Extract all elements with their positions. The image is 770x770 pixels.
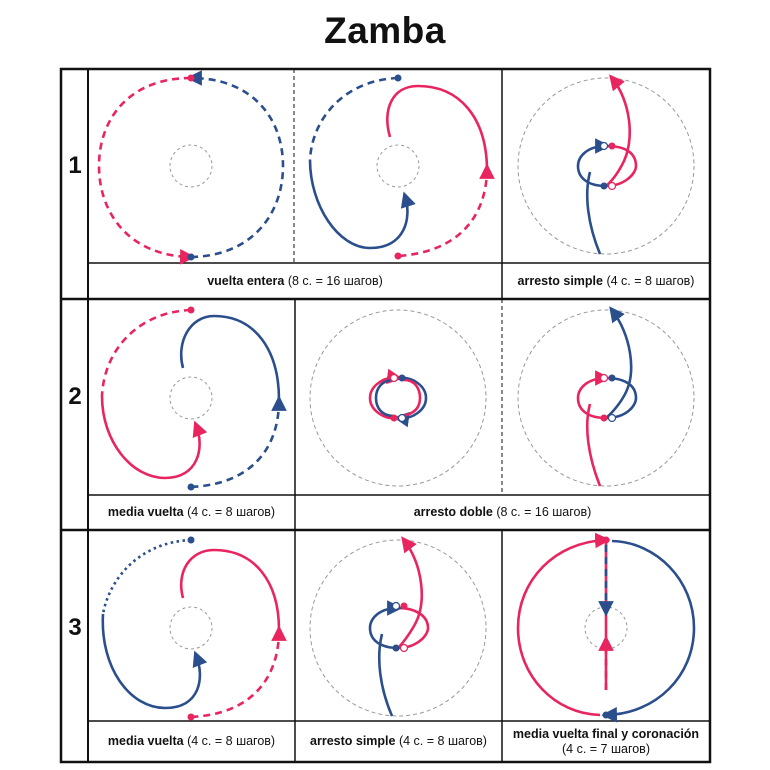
red-path [386, 84, 489, 169]
red-dashed-path [397, 163, 495, 258]
blue-path [101, 613, 208, 710]
diagram-row3-panel2 [309, 536, 487, 717]
blue-dot [398, 374, 406, 382]
row-number-2: 2 [68, 383, 82, 410]
center-circle [169, 376, 213, 420]
red-dot [600, 414, 608, 422]
blue-inner [374, 378, 395, 418]
red-path [368, 368, 403, 420]
row-number-3: 3 [68, 614, 82, 641]
red-dot [602, 536, 610, 544]
diagram-row3-panel1 [101, 536, 287, 721]
red-dot [400, 602, 408, 610]
boundary-circle [517, 77, 695, 255]
blue-path [602, 306, 638, 420]
diagram-row2-panel2 [309, 309, 487, 487]
caption-row1-vuelta-entera: vuelta entera (8 с. = 16 шагов) [88, 263, 502, 299]
blue-path [308, 159, 416, 250]
white-dot [599, 141, 609, 151]
red-dot [608, 142, 616, 150]
red-dot [187, 306, 195, 314]
blue-dot [394, 74, 402, 82]
blue-dashed-path [190, 395, 287, 489]
boundary-circle [309, 539, 487, 717]
red-path [180, 548, 281, 631]
blue-dashed-path [308, 76, 399, 161]
page-title: Zamba [324, 10, 446, 51]
figure-detail: (8 с. = 16 шагов) [284, 273, 383, 288]
figure-name: media vuelta [107, 505, 184, 519]
blue-path [601, 539, 696, 723]
red-dot [187, 713, 195, 721]
diagram-row1-panel1 [97, 70, 285, 265]
figure-name: arresto simple [310, 734, 396, 748]
blue-dot [392, 644, 400, 652]
blue-dotted-path [101, 538, 192, 615]
red-dashed-path [100, 308, 192, 397]
diagram-row3-panel3 [516, 532, 696, 723]
red-inner [401, 378, 422, 418]
red-path [516, 532, 611, 717]
white-dot [391, 601, 401, 611]
blue-dot [187, 536, 195, 544]
blue-path [393, 376, 428, 428]
figure-detail: (4 с. = 7 шагов) [561, 741, 650, 756]
white-dot [607, 181, 617, 191]
blue-path [368, 608, 398, 717]
boundary-circle [517, 309, 695, 487]
figure-name: media vuelta final y coronación [512, 726, 700, 741]
row-number-1: 1 [68, 152, 82, 179]
blue-path [180, 314, 281, 401]
blue-dot [600, 182, 608, 190]
caption-row1-arresto-simple: arresto simple (4 с. = 8 шагов) [502, 263, 710, 299]
red-dot [390, 414, 398, 422]
caption-row2-arresto-doble: arresto doble (8 с. = 16 шагов) [295, 495, 710, 530]
red-path [97, 76, 196, 265]
figure-name: arresto doble [413, 505, 493, 519]
figure-detail: (4 с. = 8 шагов) [183, 734, 276, 748]
blue-dot [187, 253, 195, 261]
caption-row2-media-vuelta: media vuelta (4 с. = 8 шагов) [88, 495, 295, 530]
red-path [100, 395, 208, 480]
boundary-circle [309, 309, 487, 487]
diagram-row2-panel1 [100, 306, 287, 491]
red-dot [394, 252, 402, 260]
center-circle [169, 606, 213, 650]
white-dot [399, 643, 409, 653]
figure-detail: (4 с. = 8 шагов) [395, 734, 487, 748]
blue-dot [187, 483, 195, 491]
red-path [576, 378, 606, 487]
red-dot [389, 373, 399, 383]
figure-name: media vuelta [107, 734, 184, 748]
diagram-row1-panel3 [517, 74, 695, 255]
white-dot [397, 413, 407, 423]
red-path [602, 74, 638, 188]
figure-detail: (8 с. = 16 шагов) [492, 505, 592, 519]
diagram-row2-panel3 [517, 306, 695, 487]
white-dot [607, 413, 617, 423]
figure-name: arresto simple [517, 273, 603, 288]
center-circle [169, 144, 213, 188]
blue-dot [602, 711, 610, 719]
caption-row3-media-vuelta-final: media vuelta final y coronación (4 с. = … [502, 721, 710, 762]
caption-row3-arresto-simple: arresto simple (4 с. = 8 шагов) [295, 721, 502, 762]
figure-detail: (4 с. = 8 шагов) [602, 273, 695, 288]
figure-name: vuelta entera [207, 273, 285, 288]
center-circle [376, 144, 420, 188]
diagram-row1-panel2 [308, 74, 495, 260]
white-dot [599, 373, 609, 383]
caption-row3-media-vuelta: media vuelta (4 с. = 8 шагов) [88, 721, 295, 762]
red-path [394, 536, 430, 650]
blue-path [576, 146, 606, 255]
red-dot [187, 74, 195, 82]
blue-path [186, 70, 285, 259]
figure-detail: (4 с. = 8 шагов) [183, 505, 276, 519]
blue-dot [608, 374, 616, 382]
red-dashed-path [190, 625, 287, 719]
